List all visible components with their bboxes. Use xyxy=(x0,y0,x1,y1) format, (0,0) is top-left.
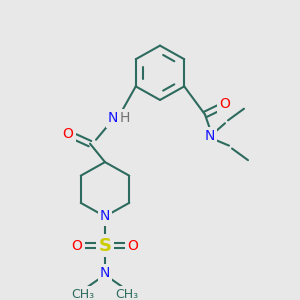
Text: N: N xyxy=(100,266,110,280)
Text: H: H xyxy=(120,111,130,125)
Text: O: O xyxy=(63,127,74,141)
Text: O: O xyxy=(128,238,138,253)
Text: S: S xyxy=(98,237,112,255)
Text: N: N xyxy=(205,129,215,143)
Text: CH₃: CH₃ xyxy=(71,288,94,300)
Text: N: N xyxy=(108,111,118,125)
Text: CH₃: CH₃ xyxy=(116,288,139,300)
Text: N: N xyxy=(100,209,110,224)
Text: O: O xyxy=(72,238,83,253)
Text: O: O xyxy=(220,97,230,111)
